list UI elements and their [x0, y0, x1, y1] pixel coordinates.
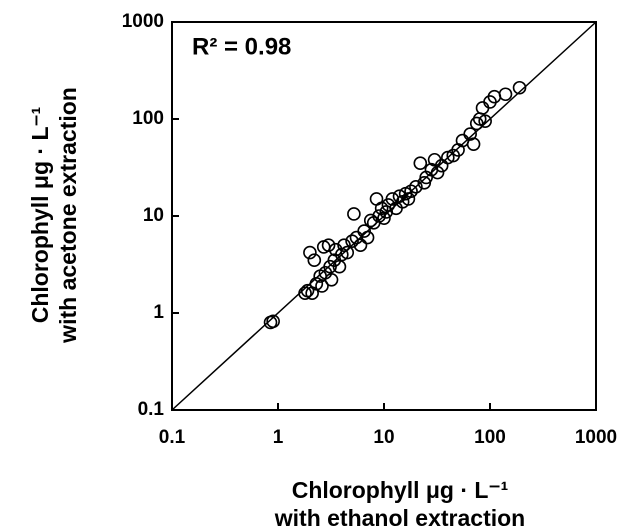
point	[413, 156, 428, 171]
x-tick-label: 1000	[575, 427, 617, 448]
y-tick-label: 10	[143, 205, 164, 226]
x-tick-label: 10	[373, 427, 394, 448]
y-tick-label: 100	[132, 108, 164, 129]
point	[360, 230, 375, 245]
x-axis-label: Chlorophyll μg · L⁻¹	[292, 477, 509, 503]
point	[374, 201, 389, 216]
x-tick-label: 0.1	[159, 427, 186, 448]
point	[347, 207, 361, 221]
y-axis-label: with acetone extraction	[55, 87, 81, 344]
point	[309, 277, 324, 291]
point	[321, 238, 336, 252]
point	[315, 279, 329, 293]
point	[357, 224, 371, 238]
point	[345, 234, 359, 248]
y-axis-label: Chlorophyll μg · L⁻¹	[27, 107, 53, 324]
point	[340, 245, 355, 260]
y-tick-label: 1000	[122, 11, 164, 32]
y-tick-label: 0.1	[138, 399, 165, 420]
point	[266, 314, 280, 329]
point	[303, 245, 317, 260]
y-tick-label: 1	[153, 302, 164, 323]
point	[478, 114, 492, 128]
annotation: R² = 0.98	[192, 33, 291, 60]
point	[377, 211, 391, 225]
x-tick-label: 1	[273, 427, 284, 448]
point	[337, 238, 351, 252]
point	[307, 253, 322, 268]
point	[430, 165, 445, 180]
point	[385, 192, 400, 206]
point	[298, 286, 312, 301]
point	[475, 101, 490, 115]
point	[363, 213, 378, 228]
point	[466, 137, 481, 151]
point	[512, 80, 527, 95]
point	[324, 272, 339, 287]
identity-line	[171, 21, 597, 411]
x-axis-label: with ethanol extraction	[274, 505, 525, 531]
x-tick-label: 100	[474, 427, 506, 448]
point	[409, 180, 423, 194]
point	[401, 192, 416, 206]
point	[353, 238, 368, 252]
point	[498, 87, 513, 102]
point	[404, 184, 418, 199]
